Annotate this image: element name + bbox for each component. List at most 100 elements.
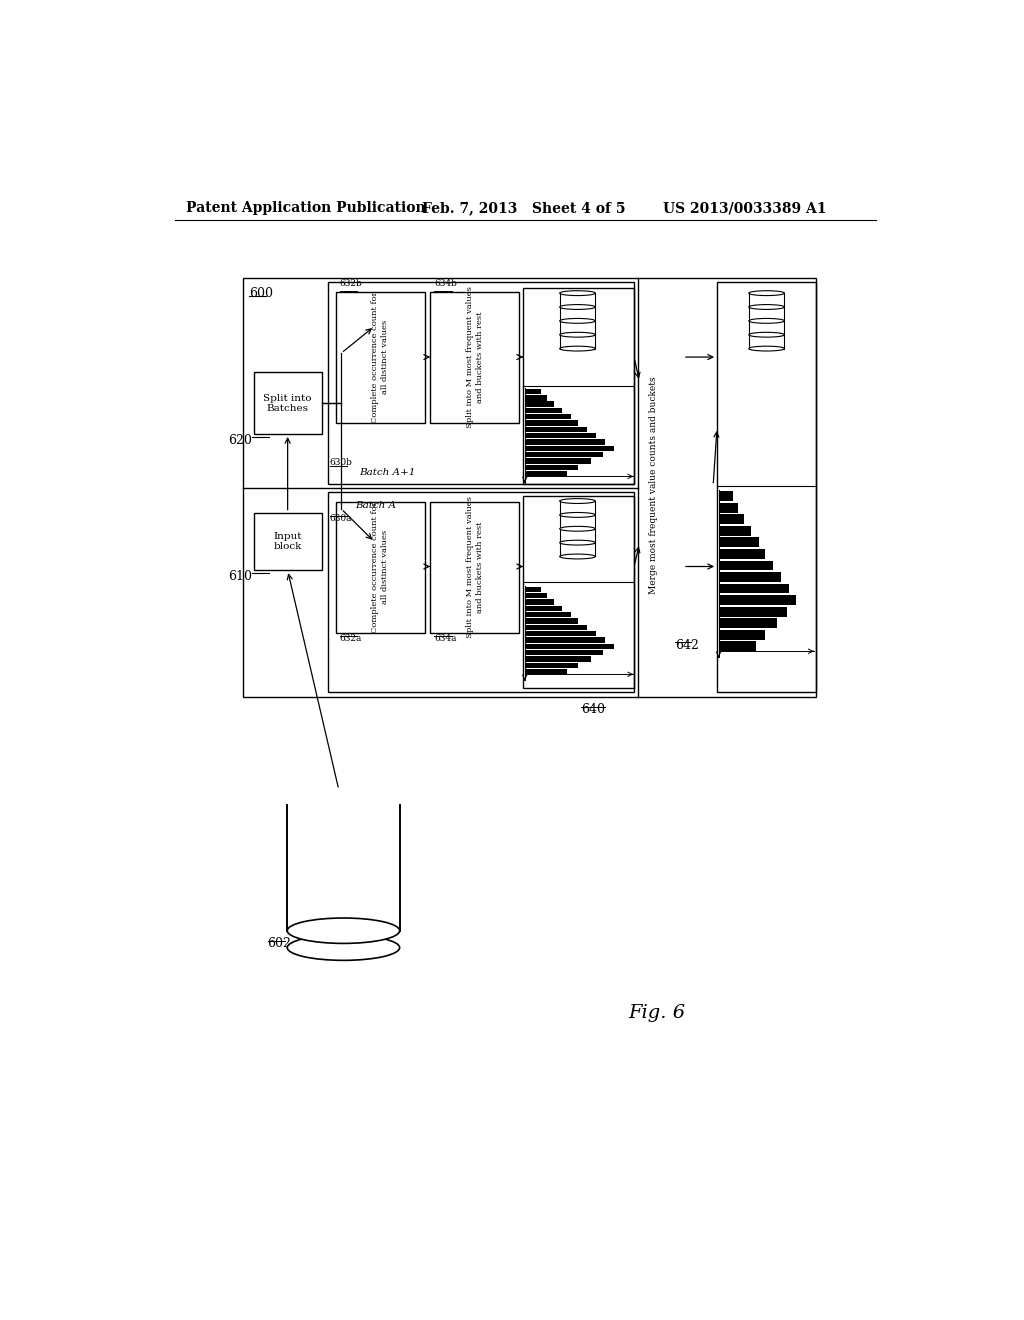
Text: Batch A: Batch A — [355, 502, 396, 510]
Bar — [749, 293, 784, 308]
Bar — [719, 595, 797, 605]
Bar — [524, 421, 579, 426]
Text: 640: 640 — [581, 704, 605, 717]
Ellipse shape — [749, 305, 784, 309]
Bar — [524, 471, 567, 477]
Bar — [524, 586, 541, 593]
Bar — [328, 281, 634, 484]
Bar — [524, 656, 592, 661]
Bar — [524, 408, 562, 413]
Bar — [560, 543, 595, 557]
Bar — [719, 607, 787, 616]
Bar — [524, 669, 567, 675]
Text: 630b: 630b — [330, 458, 352, 467]
Bar — [524, 389, 541, 395]
Bar — [560, 321, 595, 335]
Bar — [524, 612, 571, 618]
Ellipse shape — [749, 333, 784, 337]
Ellipse shape — [749, 318, 784, 323]
Bar — [717, 281, 816, 692]
Bar — [560, 308, 595, 321]
Bar — [524, 458, 592, 463]
Bar — [719, 561, 773, 570]
Text: Split into M most frequent values
and buckets with rest: Split into M most frequent values and bu… — [466, 496, 483, 638]
Bar — [560, 293, 595, 308]
Ellipse shape — [560, 540, 595, 545]
Bar — [524, 618, 579, 624]
Bar — [524, 599, 554, 605]
Bar — [336, 292, 425, 422]
Bar — [560, 529, 595, 543]
Text: 600: 600 — [249, 286, 273, 300]
Bar — [719, 549, 765, 558]
Bar — [719, 618, 777, 628]
Bar — [719, 525, 752, 536]
Bar — [719, 630, 765, 640]
Bar — [524, 593, 547, 598]
Bar — [254, 512, 322, 570]
Bar — [524, 638, 605, 643]
Bar — [749, 321, 784, 335]
Bar — [254, 372, 322, 434]
Text: 642: 642 — [675, 639, 699, 652]
Bar — [524, 624, 587, 630]
Text: 630a: 630a — [330, 515, 352, 523]
Text: Input
block: Input block — [273, 532, 302, 552]
Bar — [524, 414, 571, 420]
Text: Fig. 6: Fig. 6 — [628, 1005, 685, 1022]
Bar — [288, 805, 399, 931]
Ellipse shape — [560, 333, 595, 337]
Ellipse shape — [749, 346, 784, 351]
Bar — [560, 502, 595, 515]
Text: Patent Application Publication: Patent Application Publication — [186, 202, 426, 215]
Bar — [524, 631, 596, 636]
Text: 610: 610 — [228, 570, 252, 583]
Bar — [524, 663, 579, 668]
Text: Merge most frequent value counts and buckets: Merge most frequent value counts and buc… — [649, 376, 657, 594]
Ellipse shape — [560, 305, 595, 309]
Bar — [523, 496, 634, 688]
Text: Feb. 7, 2013   Sheet 4 of 5: Feb. 7, 2013 Sheet 4 of 5 — [423, 202, 626, 215]
Bar — [524, 395, 547, 400]
Bar — [524, 440, 605, 445]
Ellipse shape — [749, 290, 784, 296]
Bar — [560, 515, 595, 529]
Text: Split into
Batches: Split into Batches — [263, 393, 312, 413]
Ellipse shape — [560, 290, 595, 296]
Text: Complete occurrence count for
all distinct values: Complete occurrence count for all distin… — [372, 292, 389, 422]
Text: Split into M most frequent values
and buckets with rest: Split into M most frequent values and bu… — [466, 286, 483, 428]
Ellipse shape — [288, 935, 399, 961]
Bar — [523, 288, 634, 484]
Ellipse shape — [288, 917, 399, 944]
Text: 634a: 634a — [434, 635, 457, 643]
Bar — [749, 335, 784, 348]
Bar — [719, 503, 738, 512]
Ellipse shape — [560, 346, 595, 351]
Ellipse shape — [560, 527, 595, 531]
Bar — [524, 465, 579, 470]
Bar — [336, 502, 425, 632]
Ellipse shape — [560, 512, 595, 517]
Bar — [524, 451, 603, 458]
Text: 632b: 632b — [340, 279, 362, 288]
Ellipse shape — [560, 499, 595, 503]
Ellipse shape — [560, 554, 595, 558]
Bar — [430, 292, 519, 422]
Bar — [524, 606, 562, 611]
Bar — [243, 277, 816, 697]
Bar — [524, 644, 613, 649]
Text: 620: 620 — [228, 434, 252, 446]
Bar — [719, 515, 744, 524]
Text: US 2013/0033389 A1: US 2013/0033389 A1 — [663, 202, 826, 215]
Bar — [719, 642, 756, 651]
Bar — [328, 492, 634, 692]
Bar — [524, 401, 554, 407]
Ellipse shape — [560, 318, 595, 323]
Text: 632a: 632a — [340, 635, 361, 643]
Bar — [430, 502, 519, 632]
Text: 634b: 634b — [434, 279, 457, 288]
Bar — [524, 433, 596, 438]
Bar — [560, 335, 595, 348]
Bar — [524, 649, 603, 655]
Bar — [719, 583, 788, 594]
